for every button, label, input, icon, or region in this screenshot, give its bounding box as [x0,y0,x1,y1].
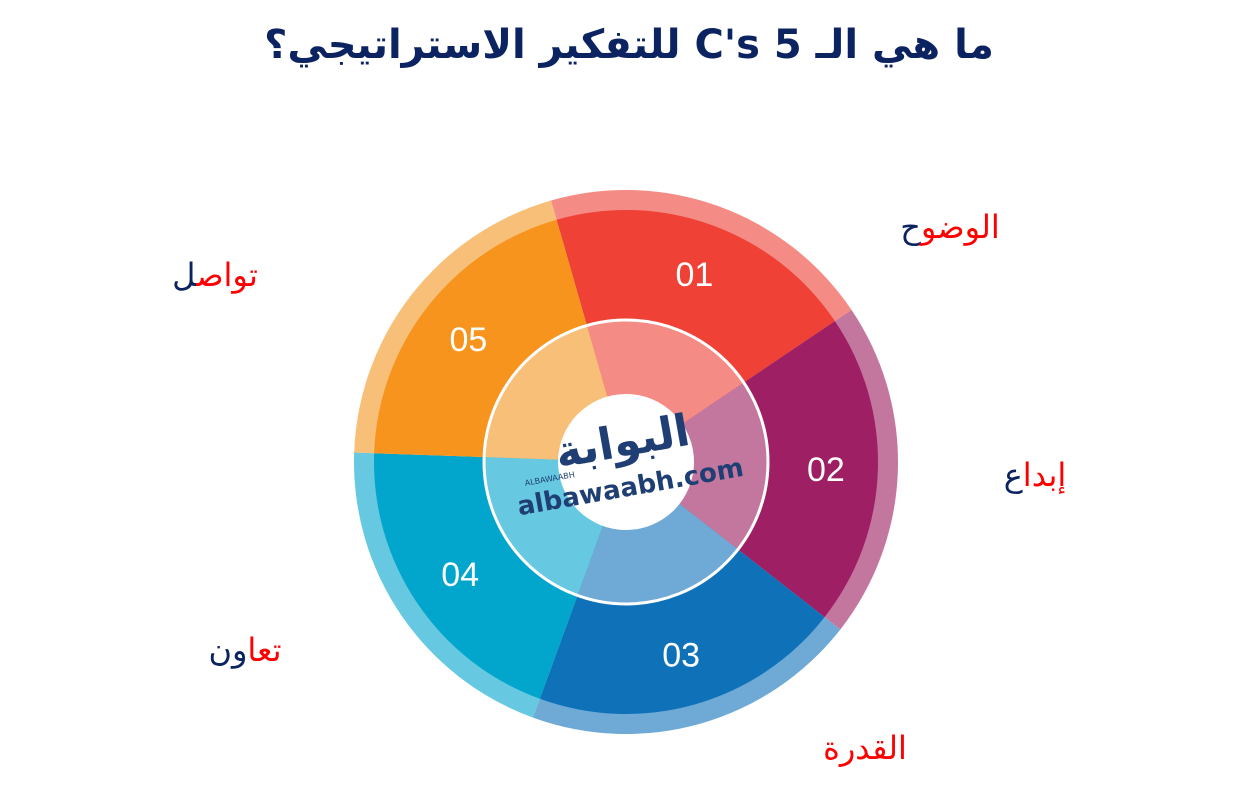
segment-label-03: القدرة [823,729,907,767]
page-title: ما هي الـ 5 C's للتفكير الاستراتيجي؟ [264,22,994,68]
inner-ring-divider [482,318,770,606]
label-part-secondary: ع [1003,456,1023,494]
label-part-primary: تواص [196,256,258,294]
label-part-secondary: ح [900,208,921,246]
segment-number: 03 [662,636,700,674]
label-part-primary: تعا [247,631,282,669]
label-part-primary: إبدا [1022,456,1067,494]
label-part-primary: الوضو [920,208,1000,246]
center-circle [558,394,694,530]
segment-label-04: تعاون [208,631,281,669]
label-part-secondary: ون [208,631,248,669]
segment-number: 01 [675,256,713,294]
segment-number: 05 [449,321,487,359]
segment-number: 02 [807,451,845,489]
segment-label-05: تواصل [172,256,258,294]
segment-label-02: إبداع [1004,456,1067,494]
label-part-primary: القدرة [823,729,907,767]
segment-label-01: الوضوح [900,208,1000,246]
label-part-secondary: ل [172,256,197,294]
inner-segment-02 [626,382,768,550]
segment-number: 04 [441,556,479,594]
